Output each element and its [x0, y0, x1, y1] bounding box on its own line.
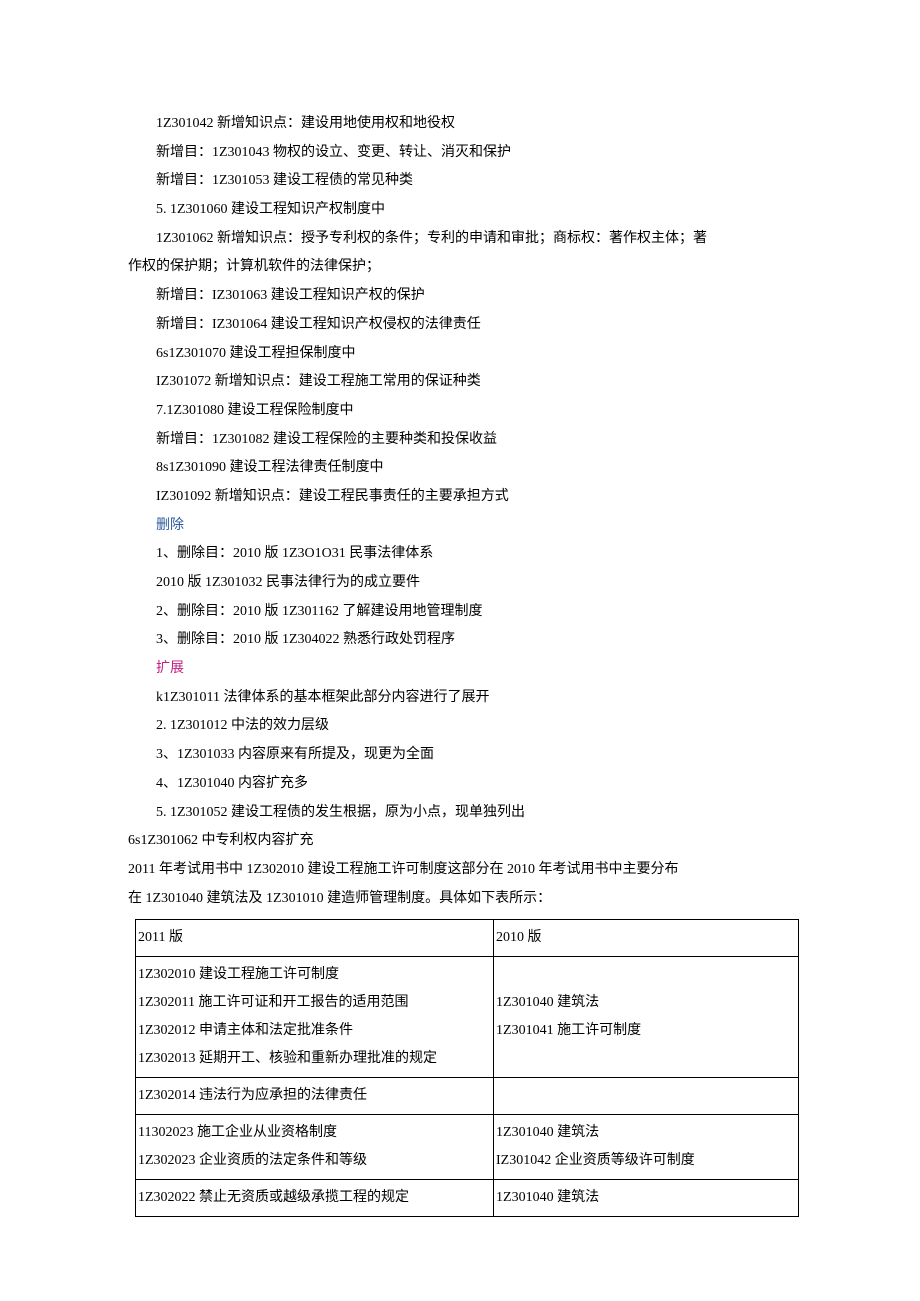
header-2010: 2010 版 [494, 920, 799, 957]
table-row: 1Z302022 禁止无资质或越级承揽工程的规定1Z301040 建筑法 [136, 1180, 799, 1217]
text-line: 7.1Z301080 建设工程保险制度中 [128, 397, 792, 426]
table-row: 1Z302010 建设工程施工许可制度1Z302011 施工许可证和开工报告的适… [136, 957, 799, 1078]
cell-2010: 1Z301040 建筑法IZ301042 企业资质等级许可制度 [494, 1115, 799, 1180]
text-line: 在 1Z301040 建筑法及 1Z301010 建造师管理制度。具体如下表所示… [128, 885, 792, 914]
cell-2010: 1Z301040 建筑法 [494, 1180, 799, 1217]
text-line: 4、1Z301040 内容扩充多 [128, 770, 792, 799]
cell-2010: 1Z301040 建筑法1Z301041 施工许可制度 [494, 957, 799, 1078]
text-line: 新增目：IZ301063 建设工程知识产权的保护 [128, 282, 792, 311]
table-header-row: 2011 版 2010 版 [136, 920, 799, 957]
text-line: IZ301092 新增知识点：建设工程民事责任的主要承担方式 [128, 483, 792, 512]
text-line: 5. 1Z301060 建设工程知识产权制度中 [128, 196, 792, 225]
document-body: 1Z301042 新增知识点：建设用地使用权和地役权新增目：1Z301043 物… [128, 110, 792, 1217]
text-line: k1Z301011 法律体系的基本框架此部分内容进行了展开 [128, 684, 792, 713]
text-line: 5. 1Z301052 建设工程债的发生根据，原为小点，现单独列出 [128, 799, 792, 828]
text-line: 1、删除目：2010 版 1Z3O1O31 民事法律体系 [128, 540, 792, 569]
table-row: 11302023 施工企业从业资格制度1Z302023 企业资质的法定条件和等级… [136, 1115, 799, 1180]
text-line: IZ301072 新增知识点：建设工程施工常用的保证种类 [128, 368, 792, 397]
cell-2010 [494, 1078, 799, 1115]
table-row: 1Z302014 违法行为应承担的法律责任 [136, 1078, 799, 1115]
text-line: 新增目：1Z301053 建设工程债的常见种类 [128, 167, 792, 196]
text-line: 2011 年考试用书中 1Z302010 建设工程施工许可制度这部分在 2010… [128, 856, 792, 885]
cell-2011: 1Z302014 违法行为应承担的法律责任 [136, 1078, 494, 1115]
text-line: 2、删除目：2010 版 1Z301162 了解建设用地管理制度 [128, 598, 792, 627]
text-line: 6s1Z301062 中专利权内容扩充 [128, 827, 792, 856]
text-line: 新增目：1Z301082 建设工程保险的主要种类和投保收益 [128, 426, 792, 455]
cell-2011: 1Z302022 禁止无资质或越级承揽工程的规定 [136, 1180, 494, 1217]
text-line: 作权的保护期；计算机软件的法律保护； [128, 253, 792, 282]
text-line: 1Z301062 新增知识点：授予专利权的条件；专利的申请和审批；商标权：著作权… [128, 225, 792, 254]
text-line: 新增目：1Z301043 物权的设立、变更、转让、消灭和保护 [128, 139, 792, 168]
text-line: 扩展 [128, 655, 792, 684]
comparison-table: 2011 版 2010 版 1Z302010 建设工程施工许可制度1Z30201… [135, 919, 799, 1217]
text-line: 3、删除目：2010 版 1Z304022 熟悉行政处罚程序 [128, 626, 792, 655]
text-line: 3、1Z301033 内容原来有所提及，现更为全面 [128, 741, 792, 770]
header-2011: 2011 版 [136, 920, 494, 957]
text-line: 新增目：IZ301064 建设工程知识产权侵权的法律责任 [128, 311, 792, 340]
text-line: 1Z301042 新增知识点：建设用地使用权和地役权 [128, 110, 792, 139]
paragraph-list: 1Z301042 新增知识点：建设用地使用权和地役权新增目：1Z301043 物… [128, 110, 792, 913]
cell-2011: 1Z302010 建设工程施工许可制度1Z302011 施工许可证和开工报告的适… [136, 957, 494, 1078]
cell-2011: 11302023 施工企业从业资格制度1Z302023 企业资质的法定条件和等级 [136, 1115, 494, 1180]
text-line: 8s1Z301090 建设工程法律责任制度中 [128, 454, 792, 483]
text-line: 2. 1Z301012 中法的效力层级 [128, 712, 792, 741]
text-line: 2010 版 1Z301032 民事法律行为的成立要件 [128, 569, 792, 598]
text-line: 删除 [128, 512, 792, 541]
text-line: 6s1Z301070 建设工程担保制度中 [128, 340, 792, 369]
